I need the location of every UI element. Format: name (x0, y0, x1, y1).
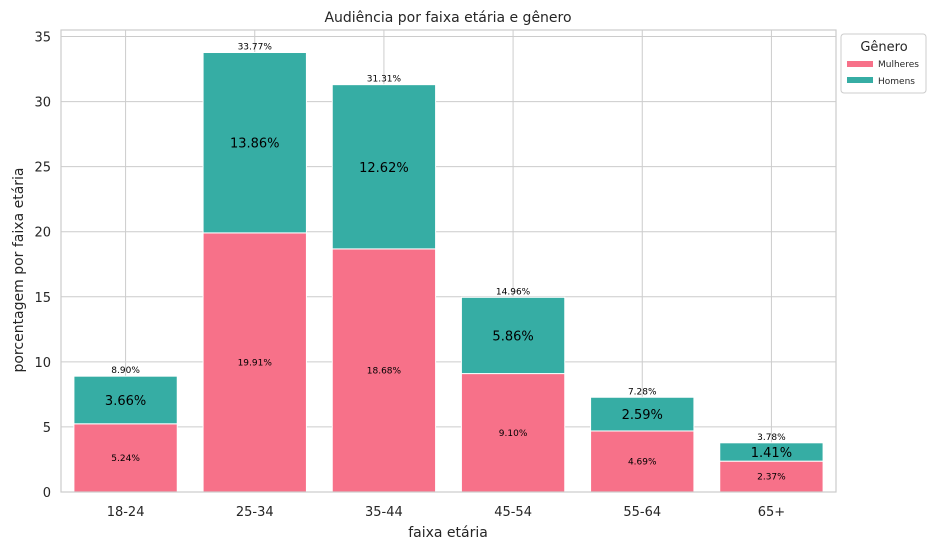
x-tick-label: 18-24 (107, 505, 145, 520)
y-tick-label: 15 (34, 291, 51, 306)
bar-mulheres-35-44 (331, 248, 437, 493)
x-tick-label: 55-64 (623, 505, 661, 520)
bar-homens-55-64 (590, 396, 695, 432)
bar-value-label: 19.91% (238, 358, 273, 368)
y-tick-label: 35 (34, 31, 51, 46)
bar-labels: 5.24% 3.66% 8.90% 19.91% 13.86% 33.77% 18.68% 1… (105, 43, 792, 483)
x-tick-label: 25-34 (236, 505, 274, 520)
bar-mulheres-55-64 (590, 430, 695, 493)
bar-total-label: 3.78% (757, 433, 786, 443)
bar-value-label: 5.86% (492, 329, 533, 344)
bar-value-label: 2.37% (757, 473, 786, 483)
legend: Gênero Mulheres Homens (840, 33, 927, 94)
bar-total-label: 14.96% (496, 287, 531, 297)
y-axis-label: porcentagem por faixa etária (11, 167, 27, 372)
x-tick-label: 35-44 (365, 505, 403, 520)
x-tick-label: 45-54 (494, 505, 532, 520)
y-tick-label: 0 (43, 486, 51, 501)
bar-homens-35-44 (331, 84, 437, 250)
legend-title: Gênero (860, 40, 907, 55)
bar-value-label: 18.68% (367, 366, 402, 376)
bar-value-label: 1.41% (751, 446, 792, 461)
bar-mulheres-25-34 (202, 232, 307, 493)
bar-total-label: 8.90% (111, 366, 140, 376)
legend-swatch-mulheres (847, 61, 873, 67)
y-tick-label: 25 (34, 161, 51, 176)
bar-mulheres-18-24 (73, 423, 178, 493)
bar-homens-25-34 (202, 52, 307, 234)
y-tick-label: 10 (34, 356, 51, 371)
bar-value-label: 9.10% (499, 429, 528, 439)
bar-value-label: 5.24% (111, 454, 140, 464)
bar-homens-18-24 (73, 375, 178, 425)
bar-total-label: 7.28% (628, 387, 657, 397)
bar-homens-45-54 (460, 296, 566, 375)
y-tick-label: 30 (34, 96, 51, 111)
bar-value-label: 3.66% (105, 394, 146, 409)
bar-total-label: 33.77% (238, 43, 273, 53)
x-tick-label: 65+ (758, 505, 785, 520)
bar-value-label: 2.59% (622, 408, 663, 423)
plot-frame (60, 29, 837, 493)
bar-total-label: 31.31% (367, 75, 402, 85)
legend-swatch-homens (847, 77, 873, 83)
bar-value-label: 4.69% (628, 457, 657, 467)
bars (73, 52, 824, 493)
axes: 0 5 10 15 20 25 30 35 18-24 25-34 35-44 45-54 55-64 6… (34, 29, 837, 520)
legend-label-homens: Homens (878, 77, 915, 87)
bar-value-label: 13.86% (230, 137, 280, 152)
y-tick-label: 5 (43, 421, 51, 436)
y-tick-label: 20 (34, 226, 51, 241)
chart-title: Audiência por faixa etária e gênero (324, 10, 571, 26)
bar-homens-65+ (719, 442, 824, 462)
legend-label-mulheres: Mulheres (878, 60, 919, 70)
bar-value-label: 12.62% (359, 161, 409, 176)
x-axis-label: faixa etária (408, 525, 488, 541)
plot-area (61, 30, 836, 492)
